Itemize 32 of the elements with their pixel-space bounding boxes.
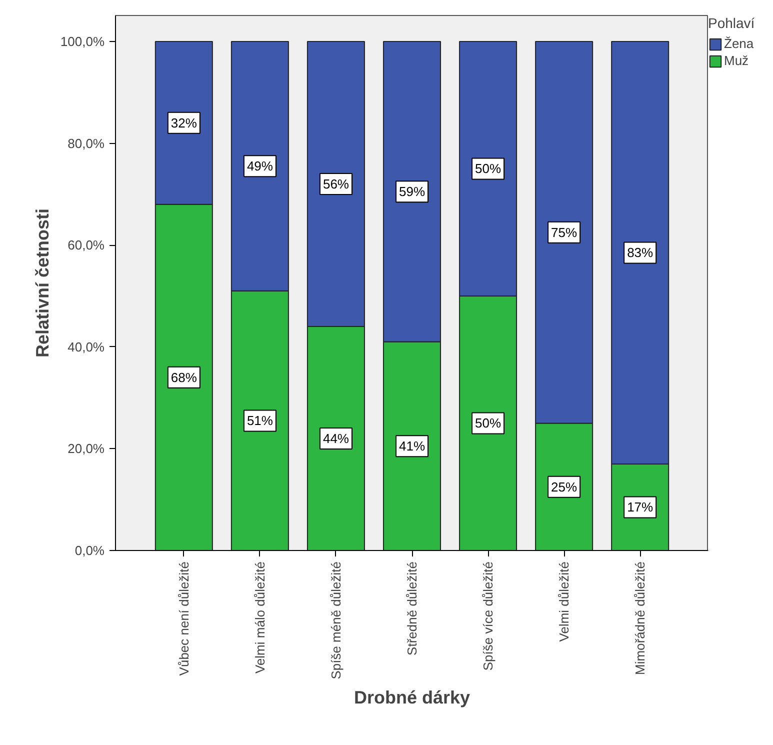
y-axis-title: Relativní četnosti	[32, 208, 52, 358]
x-tick-label: Velmi důležité	[556, 561, 572, 642]
data-label: 41%	[398, 438, 426, 454]
x-tick-label: Středně důležité	[404, 562, 420, 656]
data-label: 51%	[246, 413, 274, 428]
data-label: 50%	[475, 416, 502, 431]
legend-label: Žena	[724, 36, 754, 51]
data-label: 25%	[551, 479, 578, 494]
x-tick-label: Spíše méně důležité	[328, 561, 344, 680]
x-tick-label: Vůbec není důležité	[176, 561, 192, 676]
legend-label: Muž	[724, 53, 749, 68]
x-tick-label: Spíše více důležité	[480, 561, 496, 671]
data-label: 56%	[322, 176, 350, 192]
data-label: 75%	[551, 224, 578, 240]
data-label: 49%	[246, 158, 274, 174]
x-tick-label: Mimořádně důležité	[632, 561, 648, 675]
data-label: 83%	[627, 245, 654, 260]
data-label: 59%	[398, 184, 426, 200]
legend-title: Pohlaví	[708, 15, 755, 31]
x-axis-title: Drobné dárky	[354, 687, 470, 708]
y-tick-label: 20,0%	[68, 441, 105, 456]
data-label: 50%	[475, 161, 502, 176]
data-label: 32%	[170, 115, 198, 130]
y-tick-label: 0,0%	[74, 543, 105, 558]
data-label: 17%	[627, 500, 654, 515]
y-tick-label: 40,0%	[68, 339, 105, 354]
data-label: 68%	[170, 370, 198, 385]
data-label: 44%	[322, 431, 350, 446]
y-tick-label: 100,0%	[60, 34, 105, 49]
y-tick-label: 80,0%	[68, 136, 105, 151]
y-tick-label: 60,0%	[68, 238, 105, 253]
x-tick-label: Velmi málo důležité	[252, 562, 268, 674]
